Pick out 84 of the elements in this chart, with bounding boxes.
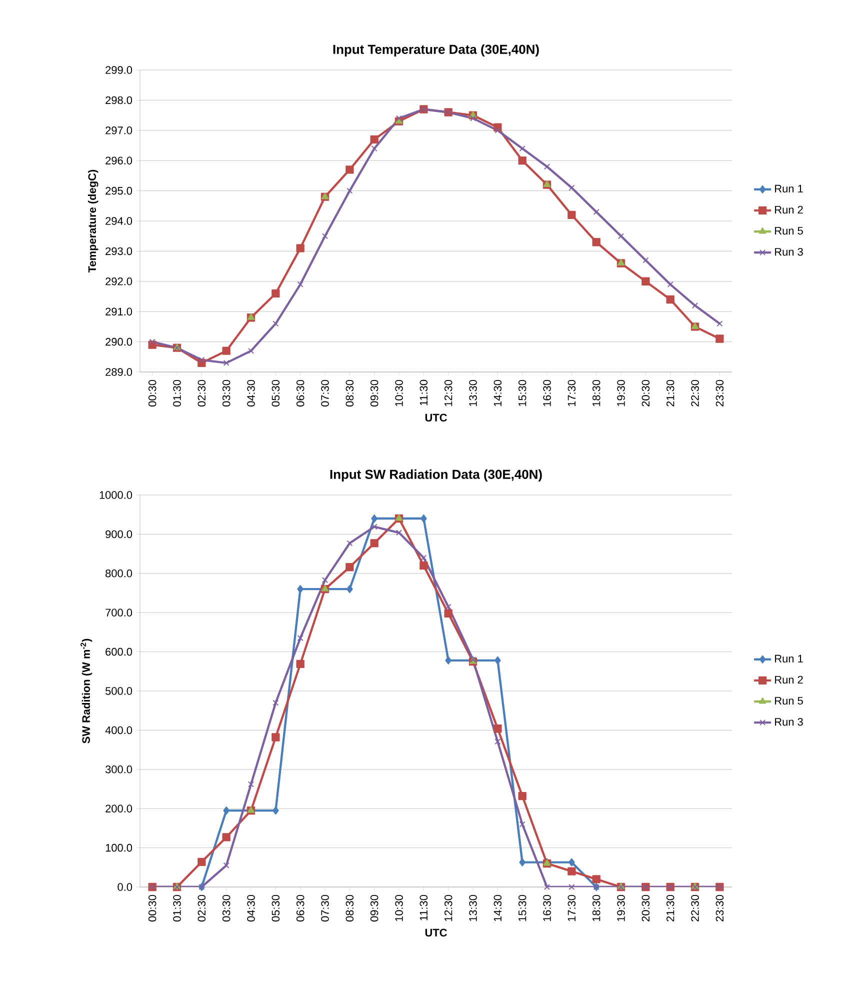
x-tick-label: 07:30 [321,894,329,922]
x-tick-label: 18:30 [592,894,600,922]
y-tick-label: 100.0 [106,844,132,852]
y-tick-label: 294.0 [106,217,132,225]
x-tick-label: 16:30 [543,380,551,406]
x-tick-label: 22:30 [691,894,699,922]
x-tick-label: 11:30 [420,894,428,920]
x-tick-label: 08:30 [346,894,354,922]
legend-label: Run 2 [775,676,803,684]
y-tick-label: 293.0 [106,247,132,256]
x-tick-label: 12:30 [444,380,452,406]
x-axis-title: UTC [425,414,447,422]
x-tick-label: 07:30 [321,380,329,406]
x-tick-label: 21:30 [666,380,674,406]
x-tick-label: 17:30 [568,380,576,406]
x-tick-label: 05:30 [272,380,280,406]
x-tick-label: 15:30 [518,894,526,922]
x-tick-label: 00:30 [148,380,156,406]
y-tick-label: 200.0 [106,804,132,812]
y-tick-label: 700.0 [106,608,132,616]
x-tick-label: 15:30 [518,380,526,406]
x-tick-label: 12:30 [444,894,452,922]
x-tick-label: 09:30 [370,380,378,406]
legend-label: Run 5 [775,696,803,705]
y-tick-label: 295.0 [106,186,132,195]
chart-title: Input Temperature Data (30E,40N) [333,44,539,57]
x-tick-label: 10:30 [395,380,403,406]
x-tick-label: 04:30 [247,894,255,922]
y-tick-label: 0.0 [118,883,132,891]
x-axis-title: UTC [425,928,447,937]
x-tick-label: 13:30 [469,380,477,406]
y-tick-label: 297.0 [106,126,132,134]
x-tick-label: 10:30 [395,894,403,922]
x-tick-label: 14:30 [494,380,502,406]
x-tick-label: 02:30 [198,894,206,922]
legend-label: Run 5 [775,226,803,235]
x-tick-label: 18:30 [592,380,600,406]
x-tick-label: 17:30 [568,894,576,922]
x-tick-label: 06:30 [296,380,304,406]
y-tick-label: 400.0 [105,726,132,734]
y-tick-label: 292.0 [106,278,132,286]
y-tick-label: 900.0 [106,530,132,538]
y-tick-label: 296.0 [106,156,132,164]
x-tick-label: 11:30 [420,380,428,406]
x-tick-label: 22:30 [691,380,699,406]
x-tick-label: 01:30 [173,380,181,406]
x-tick-label: 19:30 [617,894,625,922]
x-tick-label: 05:30 [272,894,280,922]
x-tick-label: 03:30 [222,894,230,922]
legend-label: Run 1 [775,654,803,663]
x-tick-label: 20:30 [642,380,650,406]
x-tick-label: 16:30 [543,894,551,922]
y-tick-label: 800.0 [106,570,132,578]
x-tick-label: 14:30 [494,894,502,922]
legend-label: Run 3 [775,248,803,256]
y-tick-label: 600.0 [106,648,132,656]
legend-label: Run 2 [775,206,803,214]
x-tick-label: 21:30 [666,894,674,922]
x-tick-label: 19:30 [617,380,625,406]
y-tick-label: 1000.0 [100,491,132,499]
x-tick-label: 13:30 [469,894,477,922]
y-tick-label: 291.0 [106,308,132,316]
x-tick-label: 08:30 [346,380,354,406]
x-tick-label: 09:30 [370,894,378,922]
x-tick-label: 06:30 [296,894,304,922]
x-tick-label: 20:30 [642,894,650,922]
legend-label: Run 3 [775,718,803,726]
chart-title: Input SW Radiation Data (30E,40N) [330,469,542,482]
y-tick-label: 299.0 [106,66,132,74]
legend-label: Run 1 [775,184,803,193]
y-axis-title: SW Radition (W m$^{-2}$) [80,638,92,744]
x-tick-label: 03:30 [222,380,230,406]
y-tick-label: 289.0 [106,368,132,376]
x-tick-label: 23:30 [716,894,724,922]
x-tick-label: 01:30 [173,894,181,922]
x-tick-label: 23:30 [716,380,724,406]
x-tick-label: 00:30 [148,894,156,922]
y-tick-label: 298.0 [106,96,132,104]
y-tick-label: 500.0 [106,687,132,695]
y-tick-label: 290.0 [106,338,132,346]
x-tick-label: 02:30 [198,380,206,406]
x-tick-label: 04:30 [247,380,255,406]
y-axis-title: Temperature (degC) [88,170,98,273]
y-tick-label: 300.0 [105,766,132,774]
